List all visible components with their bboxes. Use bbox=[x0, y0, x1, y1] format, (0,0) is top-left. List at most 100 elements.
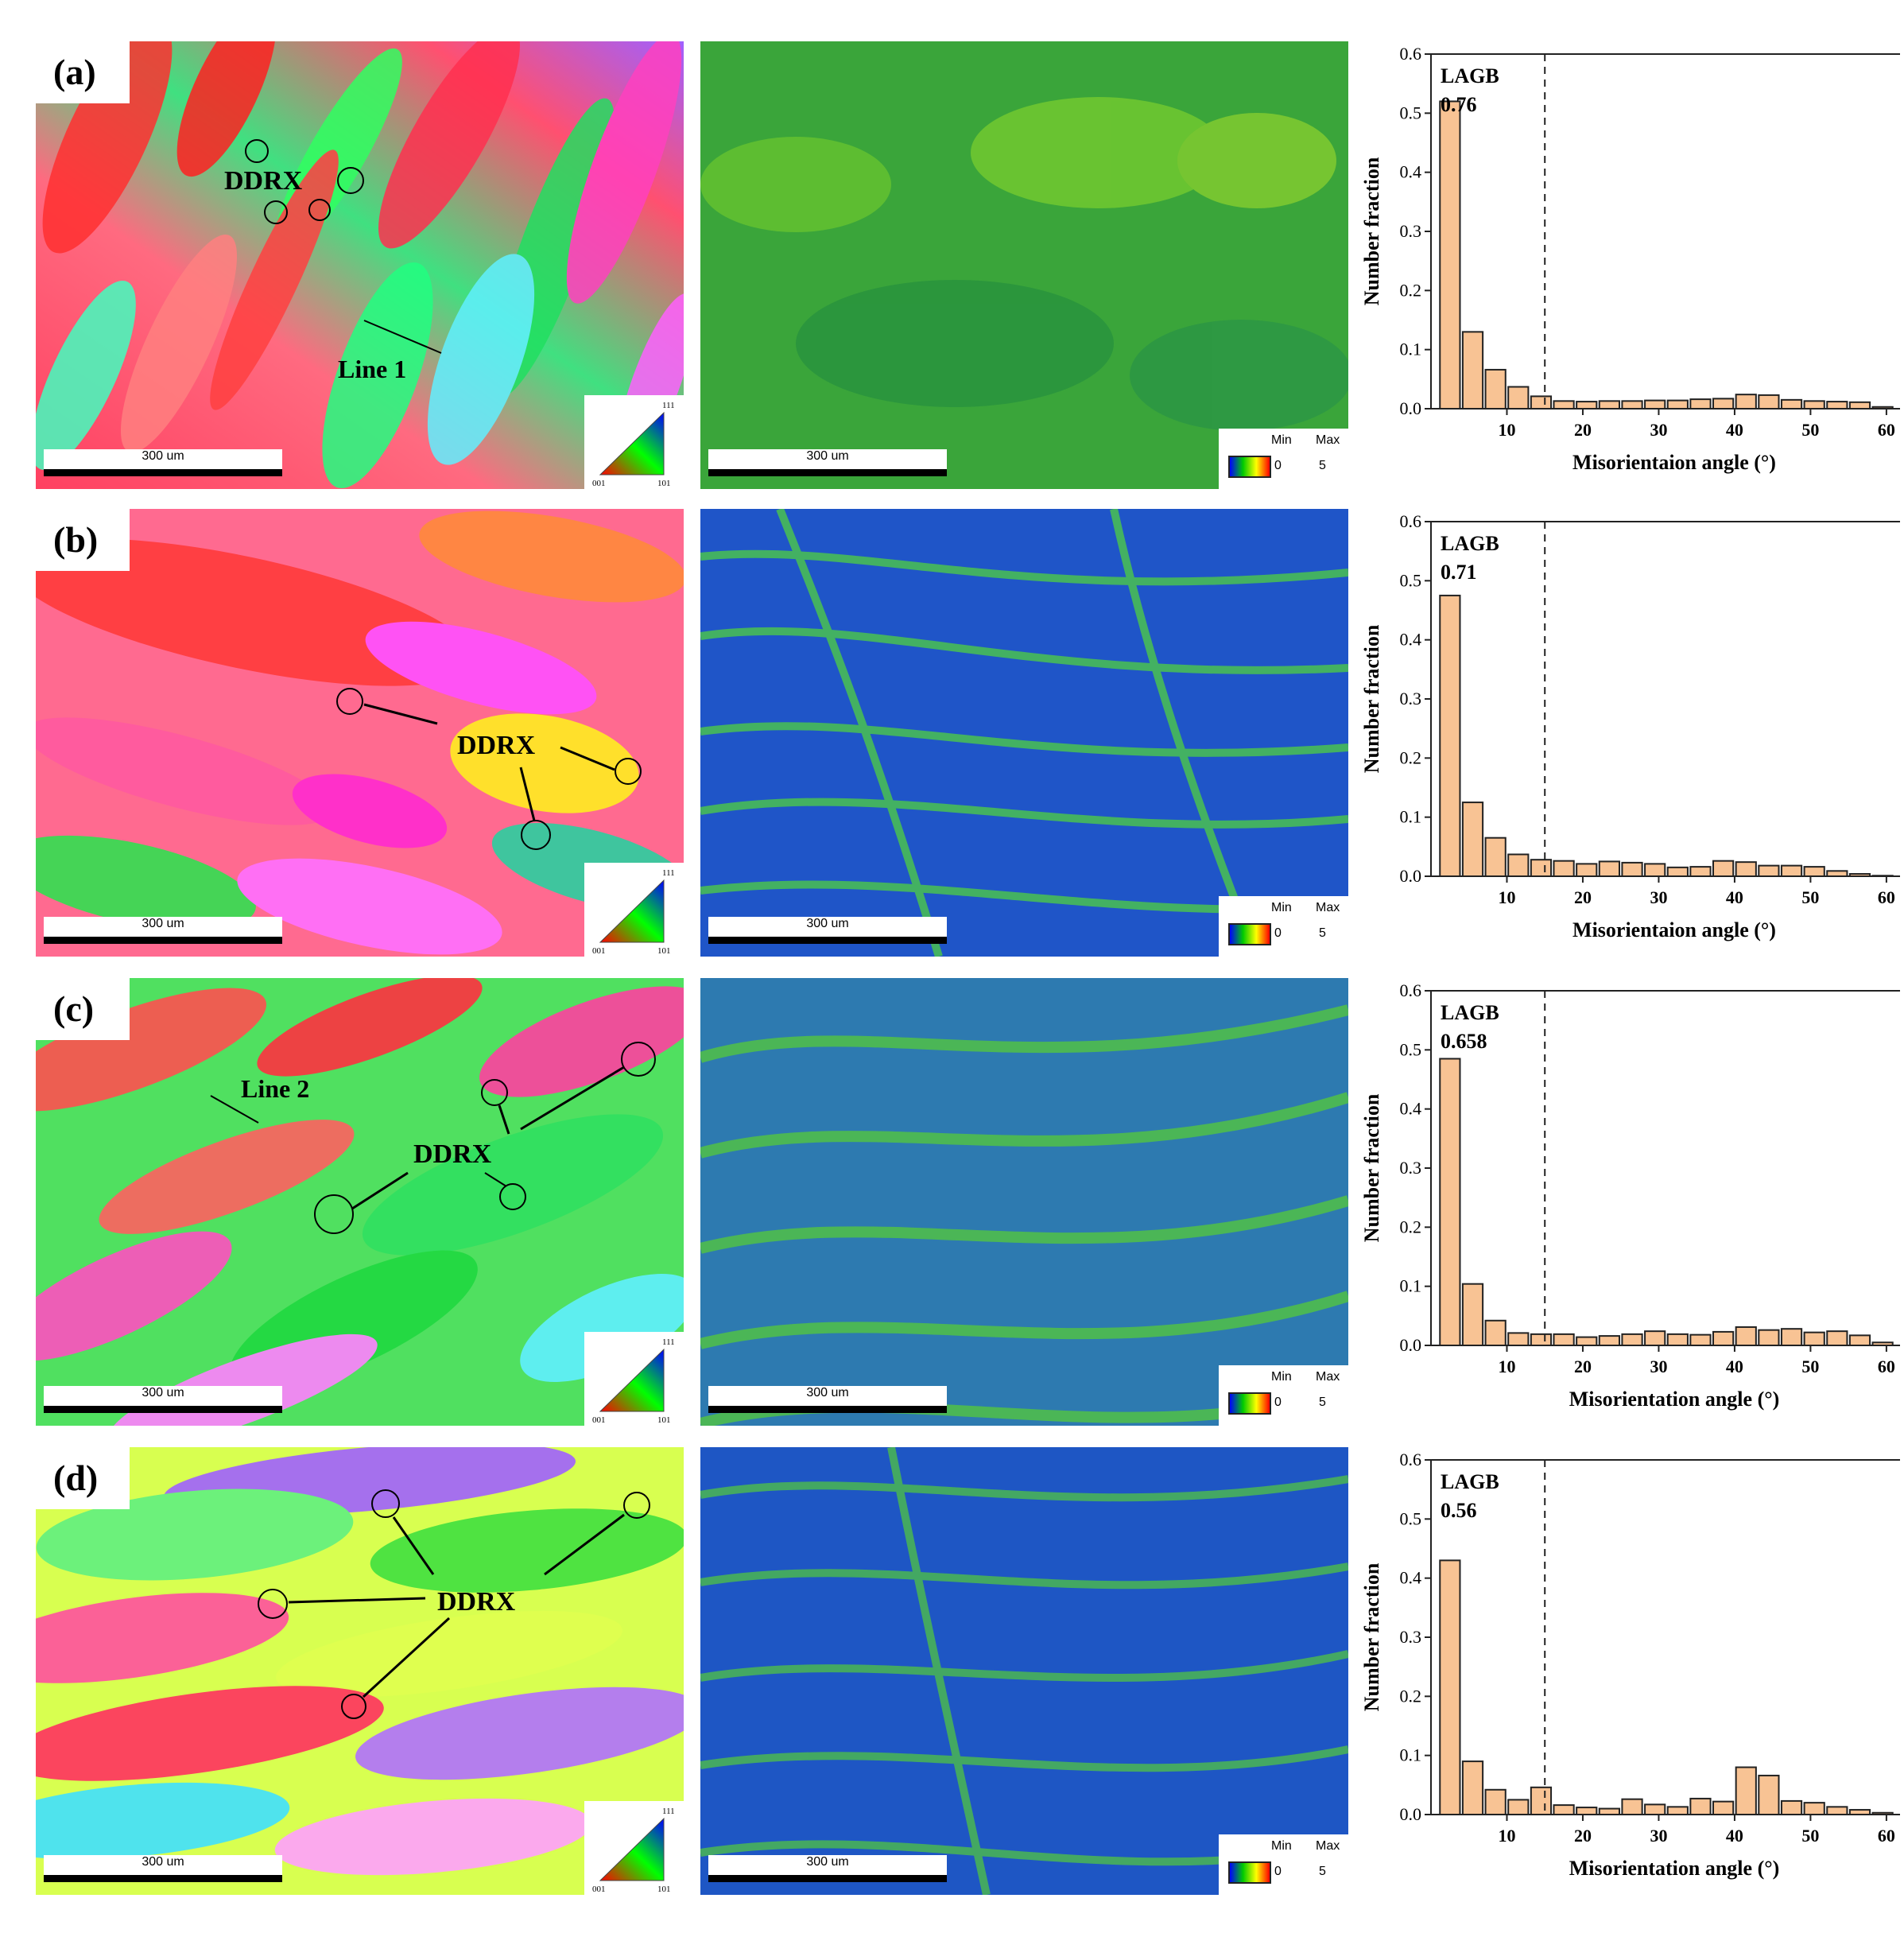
bar bbox=[1553, 1804, 1575, 1815]
bar bbox=[1644, 863, 1666, 876]
bar bbox=[1507, 1332, 1530, 1345]
bar bbox=[1712, 1330, 1735, 1345]
ipf-map-image: DDRX bbox=[36, 509, 684, 957]
x-tick-label: 40 bbox=[1726, 1826, 1743, 1846]
bar bbox=[1621, 400, 1643, 409]
scale-bar: 300 um bbox=[44, 917, 282, 944]
bar bbox=[1576, 1807, 1598, 1815]
misorientation-chart-a: 0.0 0.1 0.2 0.3 0.4 0.5 0.6 10 20 30 40 50 60 Misorie… bbox=[1351, 32, 1902, 501]
y-tick-label: 0.4 bbox=[1400, 162, 1422, 182]
x-tick-label: 40 bbox=[1726, 887, 1743, 907]
bar bbox=[1621, 861, 1643, 876]
y-tick-label: 0.4 bbox=[1400, 630, 1422, 650]
bar bbox=[1461, 802, 1484, 876]
bar bbox=[1461, 1760, 1484, 1815]
ipf-map-image: DDRX Line 1 bbox=[36, 41, 684, 489]
bar bbox=[1848, 401, 1871, 409]
y-tick-label: 0.3 bbox=[1400, 1627, 1422, 1647]
panel-label: (a) bbox=[36, 41, 130, 103]
bar bbox=[1461, 1283, 1484, 1345]
annotation-ddrx: DDRX bbox=[413, 1139, 492, 1169]
scale-bar: 300 um bbox=[44, 449, 282, 476]
misorientation-chart-b: 0.0 0.1 0.2 0.3 0.4 0.5 0.6 10 20 30 40 50 60 Misorie… bbox=[1351, 499, 1902, 968]
x-tick-label: 50 bbox=[1801, 420, 1819, 440]
bar bbox=[1803, 400, 1825, 409]
bar bbox=[1644, 1803, 1666, 1815]
bar bbox=[1780, 1328, 1803, 1345]
kam-color-legend: Min Max 0 5 bbox=[1219, 1365, 1348, 1426]
annotation-ddrx: DDRX bbox=[437, 1587, 516, 1617]
bar bbox=[1826, 1330, 1848, 1345]
x-tick-label: 30 bbox=[1650, 420, 1667, 440]
bar bbox=[1484, 1319, 1507, 1345]
bar bbox=[1484, 837, 1507, 876]
lagb-value: 0.76 bbox=[1441, 93, 1477, 116]
bar bbox=[1848, 873, 1871, 876]
bar bbox=[1780, 864, 1803, 876]
y-tick-label: 0.5 bbox=[1400, 1508, 1422, 1528]
x-axis-label: Misorientation angle (°) bbox=[1569, 1857, 1780, 1880]
bar bbox=[1484, 368, 1507, 409]
x-tick-label: 20 bbox=[1574, 1826, 1592, 1846]
bar bbox=[1712, 398, 1735, 409]
bar bbox=[1803, 1802, 1825, 1815]
y-tick-label: 0.2 bbox=[1400, 280, 1422, 300]
y-tick-label: 0.0 bbox=[1400, 398, 1422, 418]
scale-bar: 300 um bbox=[708, 1855, 947, 1882]
bar bbox=[1621, 1333, 1643, 1345]
svg-text:001: 001 bbox=[592, 1415, 606, 1425]
bar bbox=[1735, 861, 1757, 876]
bar bbox=[1666, 1806, 1689, 1815]
svg-text:001: 001 bbox=[592, 946, 606, 956]
y-tick-label: 0.0 bbox=[1400, 866, 1422, 886]
lagb-value: 0.71 bbox=[1441, 561, 1477, 584]
x-axis-label: Misorientaion angle (°) bbox=[1572, 918, 1776, 941]
svg-text:111: 111 bbox=[662, 1807, 675, 1816]
svg-text:001: 001 bbox=[592, 479, 606, 488]
bar bbox=[1712, 1800, 1735, 1815]
y-tick-label: 0.6 bbox=[1400, 44, 1422, 64]
bar bbox=[1666, 866, 1689, 876]
x-axis-label: Misorientaion angle (°) bbox=[1572, 451, 1776, 474]
kam-map-image bbox=[700, 978, 1348, 1426]
plot-frame bbox=[1430, 1459, 1902, 1815]
ipf-triangle-legend: 111 001 101 bbox=[584, 1801, 684, 1895]
ipf-triangle-legend: 111 001 101 bbox=[584, 863, 684, 957]
y-tick-label: 0.2 bbox=[1400, 1217, 1422, 1236]
bar bbox=[1666, 1333, 1689, 1345]
bar bbox=[1439, 1058, 1461, 1345]
kam-map-image bbox=[700, 509, 1348, 957]
bar bbox=[1689, 1333, 1712, 1345]
bar bbox=[1598, 400, 1620, 409]
bar bbox=[1598, 860, 1620, 876]
bar bbox=[1621, 1798, 1643, 1815]
scale-bar: 300 um bbox=[44, 1386, 282, 1413]
y-tick-label: 0.1 bbox=[1400, 1745, 1422, 1765]
bar bbox=[1530, 1333, 1553, 1345]
annotation-ddrx: DDRX bbox=[224, 166, 303, 196]
y-tick-label: 0.2 bbox=[1400, 1686, 1422, 1706]
y-axis-label: Number fraction bbox=[1360, 624, 1383, 773]
bar bbox=[1666, 399, 1689, 409]
ipf-map-d: DDRX (d) 300 um 111 001 101 bbox=[36, 1447, 684, 1895]
x-tick-label: 20 bbox=[1574, 887, 1592, 907]
bar bbox=[1553, 1333, 1575, 1345]
plot-frame bbox=[1430, 990, 1902, 1346]
lagb-value: 0.56 bbox=[1441, 1499, 1477, 1522]
svg-text:101: 101 bbox=[657, 1885, 671, 1894]
lagb-value: 0.658 bbox=[1441, 1030, 1487, 1053]
x-tick-label: 50 bbox=[1801, 887, 1819, 907]
x-tick-label: 60 bbox=[1878, 887, 1895, 907]
bar bbox=[1758, 1329, 1780, 1345]
x-tick-label: 30 bbox=[1650, 887, 1667, 907]
x-tick-label: 20 bbox=[1574, 420, 1592, 440]
kam-map-b: 300 um Min Max 0 5 bbox=[700, 509, 1348, 957]
x-tick-label: 20 bbox=[1574, 1357, 1592, 1376]
bar bbox=[1530, 859, 1553, 876]
annotation-line: Line 2 bbox=[241, 1074, 309, 1103]
bar bbox=[1507, 853, 1530, 876]
x-tick-label: 30 bbox=[1650, 1826, 1667, 1846]
svg-text:111: 111 bbox=[662, 401, 675, 410]
lagb-label: LAGB bbox=[1441, 64, 1499, 87]
bar bbox=[1689, 1797, 1712, 1815]
